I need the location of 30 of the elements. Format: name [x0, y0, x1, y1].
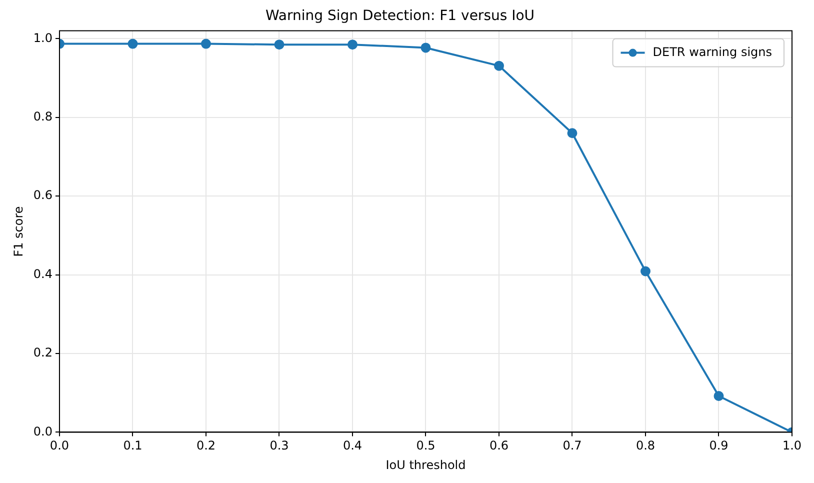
- point: [347, 40, 358, 50]
- point: [714, 390, 724, 401]
- y-tick-label: 1.0: [33, 30, 52, 45]
- y-tick-label: 0.4: [33, 266, 52, 281]
- x-tick-label: 1.0: [782, 438, 802, 453]
- x-tick-label: 0.5: [416, 438, 436, 453]
- point: [567, 128, 578, 138]
- legend-label: DETR warning signs: [652, 44, 772, 59]
- chart-title: Warning Sign Detection: F1 versus IoU: [265, 8, 535, 24]
- y-tick-label: 0.0: [33, 424, 52, 438]
- x-axis-title: IoU threshold: [386, 458, 466, 472]
- point: [640, 266, 650, 276]
- x-tick-label: 0.2: [196, 438, 216, 453]
- point: [200, 38, 211, 49]
- y-tick-label: 0.8: [33, 110, 52, 124]
- x-tick-label: 0.3: [270, 438, 289, 453]
- point: [494, 60, 504, 71]
- y-tick-label: 0.2: [33, 346, 52, 360]
- point: [128, 38, 138, 49]
- x-tick-label: 0.7: [562, 438, 582, 453]
- x-tick-label: 0.0: [50, 438, 70, 453]
- x-tick-label: 0.9: [709, 438, 728, 453]
- point: [420, 42, 431, 53]
- y-tick-label: 0.6: [33, 188, 52, 202]
- y-axis-title: F1 score: [11, 206, 26, 257]
- x-tick-label: 0.4: [342, 438, 362, 453]
- x-tick-label: 0.1: [123, 438, 142, 453]
- point: [274, 40, 284, 50]
- x-tick-label: 0.6: [489, 438, 509, 453]
- x-tick-label: 0.8: [636, 438, 656, 453]
